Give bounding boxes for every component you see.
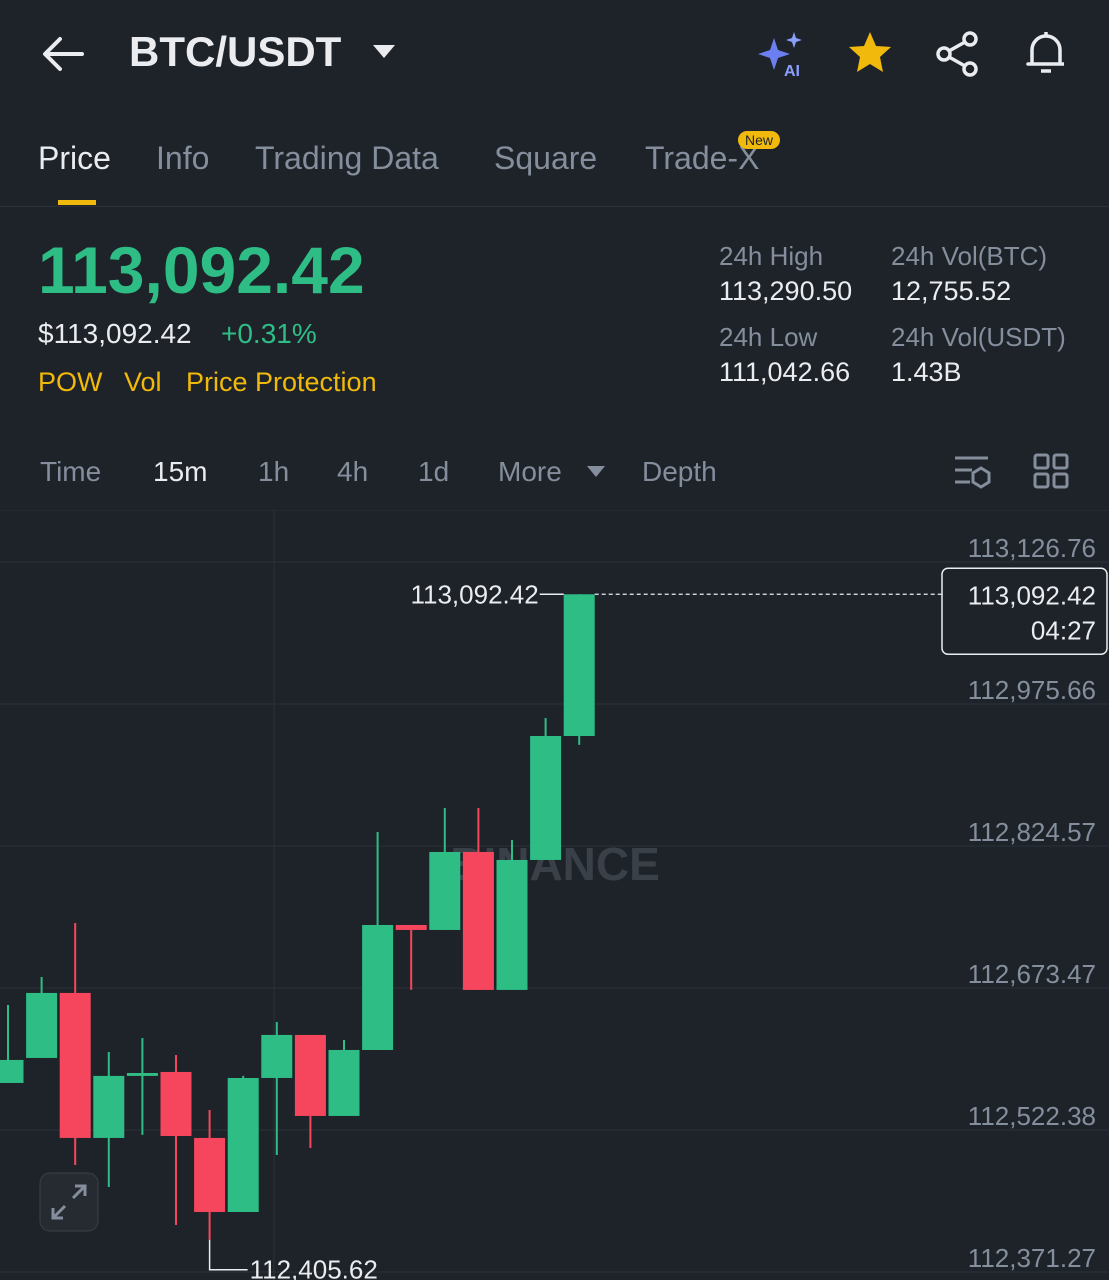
more-dropdown[interactable] [586, 465, 606, 479]
tag[interactable]: Price Protection [186, 367, 377, 397]
interval[interactable]: 1h [258, 456, 290, 487]
tab[interactable]: Trading Data [255, 140, 439, 176]
stat-label: 24h High [719, 241, 824, 271]
candle-body [429, 851, 461, 930]
indicator-settings[interactable] [952, 452, 992, 492]
pair-title[interactable]: BTC/USDT [129, 28, 342, 75]
candle-body [26, 992, 58, 1058]
last-price: 113,092.42 [38, 233, 365, 307]
candle-body [496, 859, 528, 990]
interval[interactable]: 15m [153, 456, 208, 487]
divider [0, 206, 1109, 207]
interval[interactable]: 4h [337, 456, 369, 487]
stat-label: 24h Vol(USDT) [891, 322, 1066, 352]
candle-body [194, 1137, 226, 1212]
price-change: +0.31% [221, 318, 317, 349]
stat-value: 12,755.52 [891, 276, 1012, 306]
stat-label: 24h Vol(BTC) [891, 241, 1048, 271]
back-button[interactable] [40, 34, 86, 74]
price-tag-box [941, 567, 1108, 656]
candle-body [126, 1073, 158, 1076]
candle-body [59, 992, 91, 1138]
candle-body [227, 1077, 259, 1212]
candle-body [328, 1049, 360, 1116]
candle-body [563, 594, 595, 737]
fullscreen-button[interactable] [39, 1172, 99, 1232]
interval[interactable]: Depth [642, 456, 717, 487]
y-tick-label: 112,824.57 [968, 817, 1096, 847]
candle-body [160, 1071, 192, 1136]
pair-dropdown[interactable] [372, 44, 396, 60]
candle-body [261, 1034, 293, 1078]
y-tick-label: 112,975.66 [968, 675, 1096, 705]
low-marker-line [208, 1239, 248, 1271]
tab[interactable]: Square [494, 140, 598, 176]
favorite-button[interactable] [846, 30, 894, 76]
high-marker-label: 113,092.42 [410, 579, 538, 609]
candle-body [93, 1075, 125, 1138]
new-badge: New [738, 131, 781, 149]
share-button[interactable] [934, 30, 982, 78]
low-marker-label: 112,405.62 [250, 1255, 378, 1280]
ai-button[interactable]: AI [756, 30, 808, 78]
candle-body [530, 736, 562, 860]
interval[interactable]: 1d [418, 456, 450, 487]
y-tick-label: 112,673.47 [968, 959, 1096, 989]
candlestick-chart: BINANCE 112,371.27112,522.38112,673.4711… [0, 510, 1109, 1280]
tag[interactable]: POW [38, 367, 103, 397]
y-tick-label: 112,522.38 [968, 1101, 1096, 1131]
layout-button[interactable] [1032, 452, 1072, 492]
stat-label: 24h Low [719, 322, 818, 352]
candle-body [362, 924, 394, 1050]
y-tick-label: 112,371.27 [968, 1243, 1096, 1273]
tag[interactable]: Vol [124, 367, 162, 397]
price-tag-label: 113,092.42 [968, 580, 1096, 610]
candle-body [0, 1059, 24, 1083]
countdown: 04:27 [1031, 615, 1096, 645]
stat-value: 1.43B [891, 357, 962, 387]
stat-value: 113,290.50 [719, 276, 853, 306]
tab[interactable]: Info [156, 140, 210, 176]
candle-body [395, 924, 427, 930]
interval[interactable]: Time [40, 456, 102, 487]
candle-body [462, 851, 494, 990]
y-tick-label: 113,126.76 [968, 533, 1096, 563]
usd-price: $113,092.42 [38, 318, 192, 349]
interval[interactable]: More [498, 456, 562, 487]
candle-body [294, 1034, 326, 1116]
svg-text:AI: AI [784, 63, 800, 78]
stat-value: 111,042.66 [719, 357, 851, 387]
tab-indicator [58, 200, 96, 205]
alert-button[interactable] [1022, 28, 1070, 78]
tab[interactable]: Price [38, 140, 111, 176]
